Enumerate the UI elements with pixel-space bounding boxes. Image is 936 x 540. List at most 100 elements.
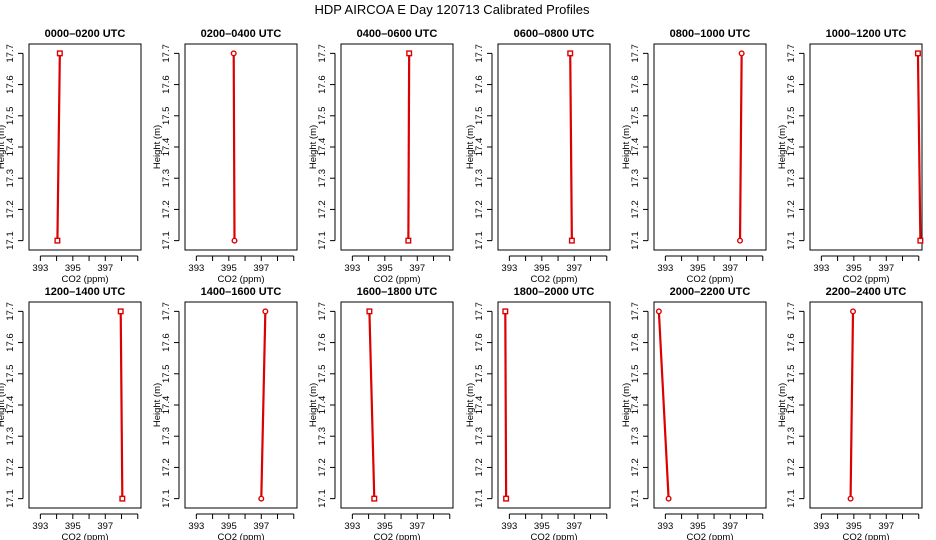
y-tick-label: 17.5 xyxy=(161,365,172,384)
x-axis-label: CO2 (ppm) xyxy=(531,532,578,540)
y-axis-label: Height (m) xyxy=(308,125,319,169)
y-tick-label: 17.7 xyxy=(161,44,172,63)
y-tick-label: 17.5 xyxy=(630,365,641,384)
y-tick-label: 17.4 xyxy=(786,138,797,157)
x-tick-label: 395 xyxy=(65,263,81,274)
data-point xyxy=(914,50,921,57)
y-axis-label: Height (m) xyxy=(621,383,632,427)
y-tick-label: 17.3 xyxy=(317,427,328,446)
y-tick-label: 17.4 xyxy=(317,396,328,415)
data-point xyxy=(568,237,575,244)
data-point xyxy=(655,308,662,315)
y-axis-label: Height (m) xyxy=(0,383,7,427)
panel-title: 1400–1600 UTC xyxy=(201,286,282,298)
y-tick-label: 17.2 xyxy=(5,200,16,219)
x-tick-label: 397 xyxy=(97,263,113,274)
x-tick-label: 395 xyxy=(221,263,237,274)
y-tick-label: 17.6 xyxy=(474,75,485,94)
data-point xyxy=(231,237,238,244)
plot-frame xyxy=(809,301,923,509)
x-axis-label: CO2 (ppm) xyxy=(62,274,109,285)
y-axis-label: Height (m) xyxy=(308,383,319,427)
y-tick-label: 17.5 xyxy=(474,365,485,384)
plot-frame xyxy=(184,301,298,509)
plot-frame xyxy=(184,43,298,251)
data-point xyxy=(502,308,509,315)
x-tick-label: 393 xyxy=(501,521,517,532)
y-tick-label: 17.5 xyxy=(5,365,16,384)
data-point xyxy=(366,308,373,315)
y-axis-label: Height (m) xyxy=(465,383,476,427)
x-axis-label: CO2 (ppm) xyxy=(62,532,109,540)
x-tick-label: 397 xyxy=(409,521,425,532)
y-tick-label: 17.2 xyxy=(630,458,641,477)
profile-line xyxy=(260,311,267,499)
x-tick-label: 393 xyxy=(32,263,48,274)
profile-line xyxy=(916,53,922,241)
x-axis-label: CO2 (ppm) xyxy=(843,274,890,285)
x-tick-label: 393 xyxy=(813,521,829,532)
y-tick-label: 17.7 xyxy=(786,302,797,321)
panel-title: 1000–1200 UTC xyxy=(826,28,907,40)
y-tick-label: 17.6 xyxy=(161,75,172,94)
x-tick-label: 397 xyxy=(566,263,582,274)
panel-title: 2200–2400 UTC xyxy=(826,286,907,298)
y-tick-label: 17.4 xyxy=(474,396,485,415)
x-axis-label: CO2 (ppm) xyxy=(687,532,734,540)
x-tick-label: 395 xyxy=(65,521,81,532)
y-tick-label: 17.1 xyxy=(317,489,328,508)
y-tick-label: 17.2 xyxy=(317,200,328,219)
y-tick-label: 17.2 xyxy=(474,200,485,219)
y-tick-label: 17.5 xyxy=(317,107,328,126)
x-tick-label: 397 xyxy=(253,521,269,532)
y-tick-label: 17.3 xyxy=(5,169,16,188)
data-point xyxy=(119,495,126,502)
x-axis-label: CO2 (ppm) xyxy=(531,274,578,285)
y-tick-label: 17.1 xyxy=(786,489,797,508)
data-point xyxy=(230,50,237,57)
x-tick-label: 393 xyxy=(188,521,204,532)
profile-line xyxy=(407,53,411,241)
x-tick-label: 393 xyxy=(188,263,204,274)
x-tick-label: 395 xyxy=(221,521,237,532)
y-tick-label: 17.5 xyxy=(317,365,328,384)
y-tick-label: 17.6 xyxy=(786,75,797,94)
x-tick-label: 395 xyxy=(377,263,393,274)
y-tick-label: 17.6 xyxy=(630,333,641,352)
data-point xyxy=(405,237,412,244)
panel-title: 1800–2000 UTC xyxy=(514,286,595,298)
data-point xyxy=(917,237,924,244)
y-axis-label: Height (m) xyxy=(0,125,7,169)
x-tick-label: 393 xyxy=(813,263,829,274)
y-tick-label: 17.2 xyxy=(474,458,485,477)
profile-line xyxy=(119,311,124,499)
y-tick-label: 17.7 xyxy=(630,44,641,63)
panel-title: 1200–1400 UTC xyxy=(45,286,126,298)
y-tick-label: 17.1 xyxy=(161,231,172,250)
x-tick-label: 397 xyxy=(409,263,425,274)
y-tick-label: 17.3 xyxy=(786,169,797,188)
data-point xyxy=(262,308,269,315)
x-tick-label: 393 xyxy=(32,521,48,532)
y-tick-label: 17.1 xyxy=(474,231,485,250)
y-axis-label: Height (m) xyxy=(465,125,476,169)
y-tick-label: 17.3 xyxy=(474,427,485,446)
plot-frame xyxy=(28,301,142,509)
plot-frame xyxy=(28,43,142,251)
profile-line xyxy=(504,311,508,499)
x-axis-label: CO2 (ppm) xyxy=(374,532,421,540)
x-axis-label: CO2 (ppm) xyxy=(843,532,890,540)
y-tick-label: 17.4 xyxy=(5,138,16,157)
y-tick-label: 17.4 xyxy=(5,396,16,415)
x-tick-label: 395 xyxy=(690,521,706,532)
x-axis-label: CO2 (ppm) xyxy=(687,274,734,285)
x-axis-label: CO2 (ppm) xyxy=(374,274,421,285)
y-tick-label: 17.4 xyxy=(317,138,328,157)
x-axis-label: CO2 (ppm) xyxy=(218,532,265,540)
y-tick-label: 17.3 xyxy=(161,427,172,446)
